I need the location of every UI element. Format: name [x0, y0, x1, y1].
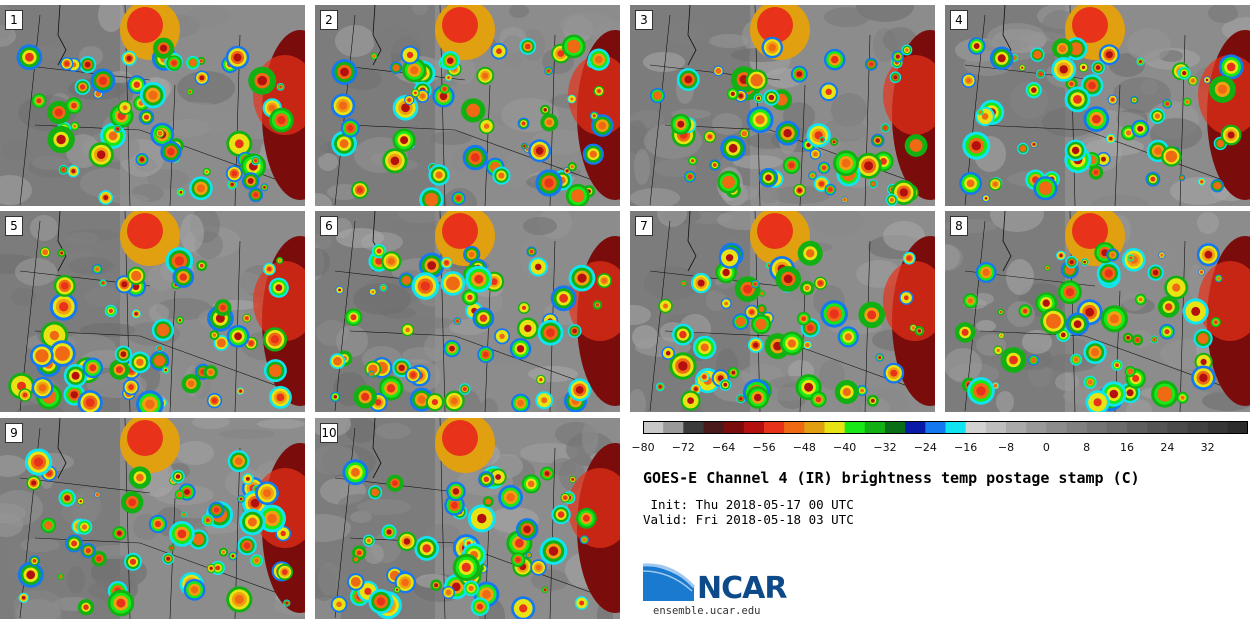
colorbar-swatch	[1066, 421, 1087, 434]
colorbar-swatch	[1167, 421, 1188, 434]
colorbar-swatch	[1026, 421, 1047, 434]
colorbar-tick-label: 8	[1083, 441, 1091, 454]
colorbar-swatch	[1106, 421, 1128, 434]
panel-number: 1	[5, 10, 23, 30]
colorbar-swatch	[1046, 421, 1067, 434]
colorbar-swatch	[824, 421, 845, 434]
colorbar-swatch	[965, 421, 987, 434]
colorbar-tick-label: −48	[792, 441, 816, 454]
colorbar-swatch	[1227, 421, 1248, 434]
colorbar-swatch	[885, 421, 906, 434]
stamp-panel-9: 9	[0, 418, 305, 619]
colorbar-tick-label: 16	[1120, 441, 1134, 454]
colorbar-swatch	[784, 421, 805, 434]
colorbar-tick-label: 0	[1042, 441, 1050, 454]
figure-title: GOES-E Channel 4 (IR) brightness temp po…	[643, 469, 1140, 487]
panel-number: 9	[5, 423, 23, 443]
colorbar-swatch	[1187, 421, 1208, 434]
stamp-panel-1: 1	[0, 5, 305, 206]
colorbar-tick-label: 24	[1160, 441, 1175, 454]
panel-number: 10	[320, 423, 338, 443]
panel-number: 5	[5, 216, 23, 236]
ncar-logo-text: NCAR	[697, 571, 787, 606]
colorbar-swatch	[905, 421, 926, 434]
colorbar-swatch	[1006, 421, 1027, 434]
colorbar-swatch	[844, 421, 866, 434]
colorbar-swatch	[925, 421, 946, 434]
colorbar-tick-label: −80	[631, 441, 655, 454]
colorbar-swatch	[743, 421, 765, 434]
colorbar-tick-label: −72	[671, 441, 695, 454]
colorbar-swatch	[804, 421, 825, 434]
colorbar	[643, 421, 1248, 434]
colorbar-swatch	[864, 421, 886, 434]
colorbar-tick-label: −64	[712, 441, 736, 454]
colorbar-tick-label: −16	[954, 441, 978, 454]
stamp-panel-10: 10	[315, 418, 620, 619]
init-time: Init: Thu 2018-05-17 00 UTC	[643, 497, 854, 512]
panel-number: 3	[635, 10, 653, 30]
stamp-panel-7: 7	[630, 211, 935, 412]
colorbar-swatch	[985, 421, 1007, 434]
panel-number: 6	[320, 216, 338, 236]
stamp-panel-4: 4	[945, 5, 1250, 206]
colorbar-tick-label: −40	[833, 441, 857, 454]
stamp-panel-2: 2	[315, 5, 620, 206]
colorbar-swatch	[1086, 421, 1108, 434]
colorbar-swatch	[723, 421, 745, 434]
colorbar-swatch	[1207, 421, 1229, 434]
panel-number: 2	[320, 10, 338, 30]
stamp-panel-6: 6	[315, 211, 620, 412]
colorbar-swatch	[703, 421, 724, 434]
panel-number: 8	[950, 216, 968, 236]
colorbar-swatch	[643, 421, 664, 434]
colorbar-swatch	[1127, 421, 1148, 434]
colorbar-swatch	[683, 421, 704, 434]
colorbar-tick-label: −8	[997, 441, 1015, 454]
stamp-panel-5: 5	[0, 211, 305, 412]
colorbar-swatch	[764, 421, 785, 434]
panel-number: 4	[950, 10, 968, 30]
stamp-panel-8: 8	[945, 211, 1250, 412]
colorbar-tick-label: 32	[1200, 441, 1215, 454]
panel-number: 7	[635, 216, 653, 236]
colorbar-swatch	[663, 421, 684, 434]
colorbar-swatch	[945, 421, 966, 434]
valid-time: Valid: Fri 2018-05-18 03 UTC	[643, 512, 854, 527]
ncar-logo-icon	[642, 563, 696, 601]
colorbar-swatch	[1147, 421, 1168, 434]
stamp-panel-3: 3	[630, 5, 935, 206]
website-url: ensemble.ucar.edu	[653, 605, 761, 617]
colorbar-tick-label: −56	[752, 441, 776, 454]
colorbar-tick-label: −24	[913, 441, 937, 454]
colorbar-tick-label: −32	[873, 441, 897, 454]
